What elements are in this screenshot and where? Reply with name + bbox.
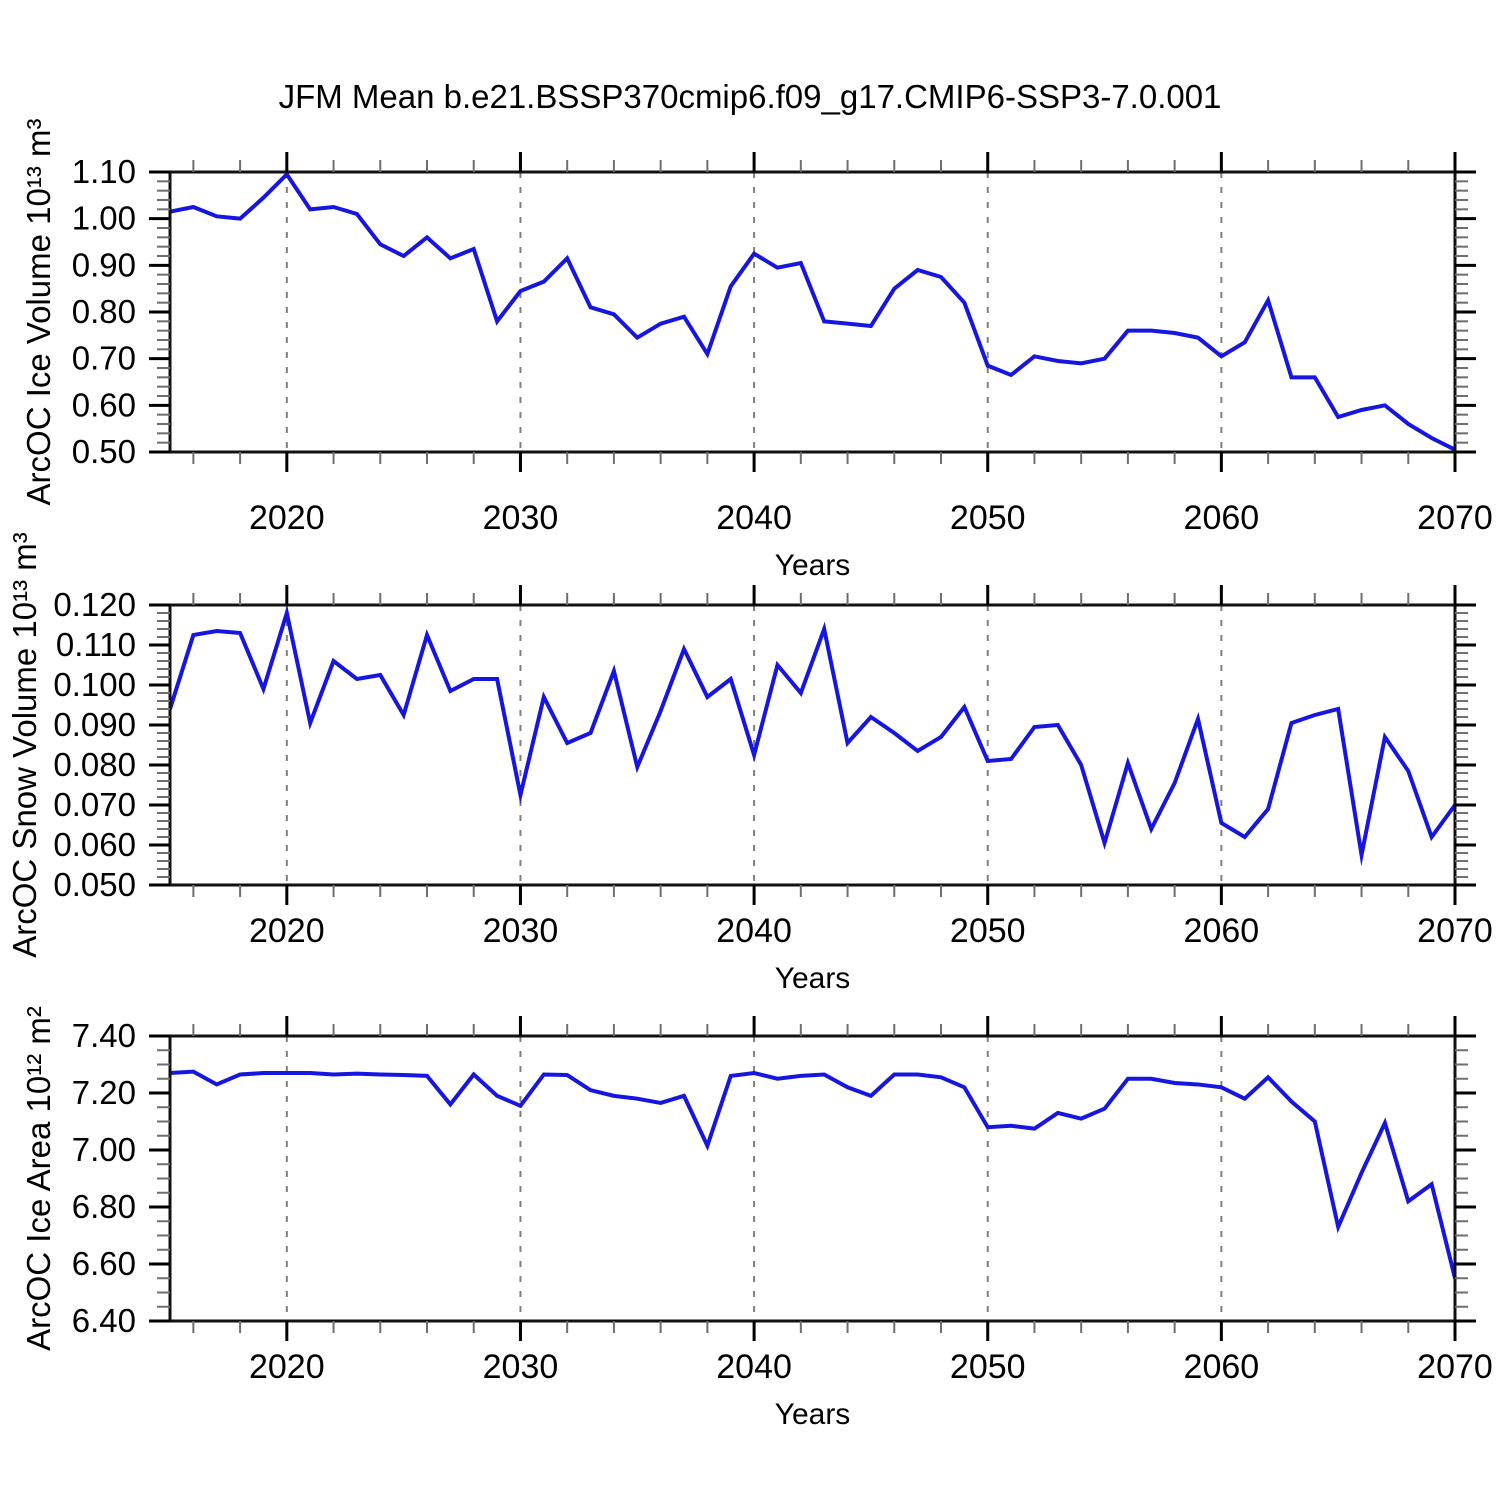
- y-tick-label: 0.60: [72, 386, 136, 423]
- y-tick-label: 0.80: [72, 293, 136, 330]
- y-tick-label: 7.00: [72, 1131, 136, 1168]
- x-tick-label: 2040: [716, 1348, 792, 1386]
- series-line: [168, 605, 1457, 867]
- x-tick-label: 2060: [1184, 499, 1260, 537]
- x-tick-label: 2030: [483, 1348, 559, 1386]
- y-tick-label: 6.40: [72, 1302, 136, 1339]
- y-tick-label: 0.70: [72, 340, 136, 377]
- y-tick-label: 0.50: [72, 433, 136, 470]
- y-tick-label: 7.40: [72, 1017, 136, 1054]
- y-tick-label: 0.100: [53, 666, 136, 703]
- y-tick-label: 6.80: [72, 1188, 136, 1225]
- y-axis-label: ArcOC Ice Volume 10¹³ m³: [20, 119, 57, 506]
- y-tick-label: 1.10: [72, 153, 136, 190]
- x-tick-label: 2030: [483, 912, 559, 950]
- axis-frame: [168, 1034, 1457, 1323]
- x-axis-label: Years: [775, 962, 851, 995]
- x-tick-label: 2060: [1184, 912, 1260, 950]
- x-tick-label: 2050: [950, 912, 1026, 950]
- series-line: [169, 171, 1456, 452]
- x-tick-label: 2020: [249, 499, 325, 537]
- y-tick-label: 0.080: [53, 746, 136, 783]
- x-tick-label: 2040: [716, 912, 792, 950]
- x-axis-label: Years: [775, 549, 851, 582]
- x-tick-label: 2020: [249, 1348, 325, 1386]
- y-tick-label: 1.00: [72, 200, 136, 237]
- page-title: JFM Mean b.e21.BSSP370cmip6.f09_g17.CMIP…: [278, 78, 1222, 115]
- y-axis-label: ArcOC Snow Volume 10¹³ m³: [6, 532, 43, 957]
- x-tick-label: 2020: [249, 912, 325, 950]
- x-tick-label: 2050: [950, 1348, 1026, 1386]
- y-tick-label: 6.60: [72, 1245, 136, 1282]
- y-tick-label: 0.110: [56, 626, 136, 663]
- y-tick-label: 0.090: [53, 706, 136, 743]
- x-tick-label: 2040: [716, 499, 792, 537]
- y-tick-label: 0.060: [53, 826, 136, 863]
- x-tick-label: 2070: [1417, 499, 1493, 537]
- axis-frame: [168, 603, 1457, 887]
- x-axis-label: Years: [775, 1398, 851, 1431]
- x-tick-label: 2070: [1417, 1348, 1493, 1386]
- y-tick-label: 0.120: [53, 586, 136, 623]
- x-tick-label: 2060: [1184, 1348, 1260, 1386]
- y-tick-label: 0.050: [53, 866, 136, 903]
- series-line: [169, 1069, 1457, 1279]
- y-axis-label: ArcOC Ice Area 10¹² m²: [20, 1006, 57, 1351]
- x-tick-label: 2070: [1417, 912, 1493, 950]
- x-tick-label: 2030: [483, 499, 559, 537]
- x-tick-label: 2050: [950, 499, 1026, 537]
- y-tick-label: 0.90: [72, 246, 136, 283]
- y-tick-label: 0.070: [53, 786, 136, 823]
- y-tick-label: 7.20: [72, 1074, 136, 1111]
